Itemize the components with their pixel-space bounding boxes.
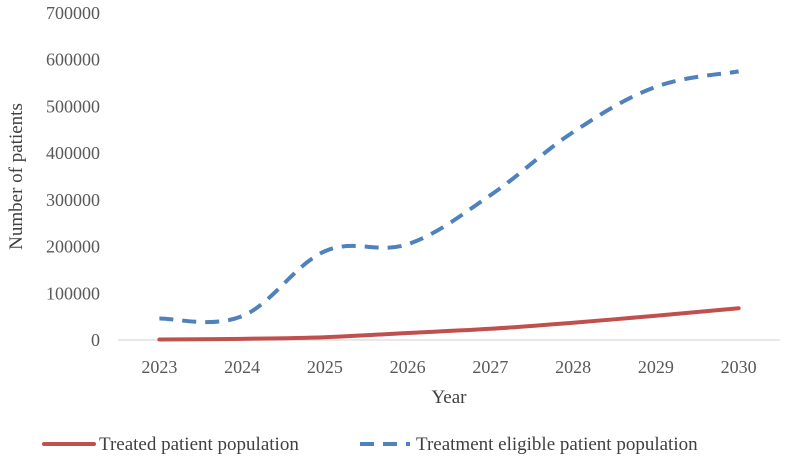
x-tick-label: 2023	[141, 357, 177, 377]
y-tick-label: 0	[91, 330, 100, 350]
y-tick-label: 100000	[46, 283, 100, 303]
series-layer	[157, 69, 741, 342]
x-axis-ticks: 2023 2024 2025 2026 2027 2028 2029 2030	[141, 357, 756, 377]
x-tick-label: 2030	[721, 357, 757, 377]
x-tick-label: 2027	[472, 357, 508, 377]
series-line-eligible	[159, 69, 739, 325]
y-tick-label: 200000	[46, 237, 100, 257]
y-tick-label: 700000	[46, 3, 100, 23]
y-tick-label: 600000	[46, 50, 100, 70]
y-axis-title: Number of patients	[6, 103, 27, 250]
y-tick-label: 400000	[46, 143, 100, 163]
x-tick-label: 2024	[224, 357, 260, 377]
x-tick-label: 2028	[555, 357, 591, 377]
legend-label-eligible: Treatment eligible patient population	[416, 434, 698, 455]
y-tick-label: 500000	[46, 96, 100, 116]
legend-label-treated: Treated patient population	[99, 434, 299, 455]
x-axis-title: Year	[431, 387, 467, 408]
y-axis-ticks: 0 100000 200000 300000 400000 500000 600000 700…	[46, 3, 100, 350]
x-tick-label: 2029	[638, 357, 674, 377]
y-tick-label: 300000	[46, 190, 100, 210]
x-tick-label: 2025	[307, 357, 343, 377]
series-line-treated	[157, 306, 741, 342]
x-tick-label: 2026	[390, 357, 426, 377]
legend: Treated patient population Treatment eli…	[42, 434, 698, 455]
